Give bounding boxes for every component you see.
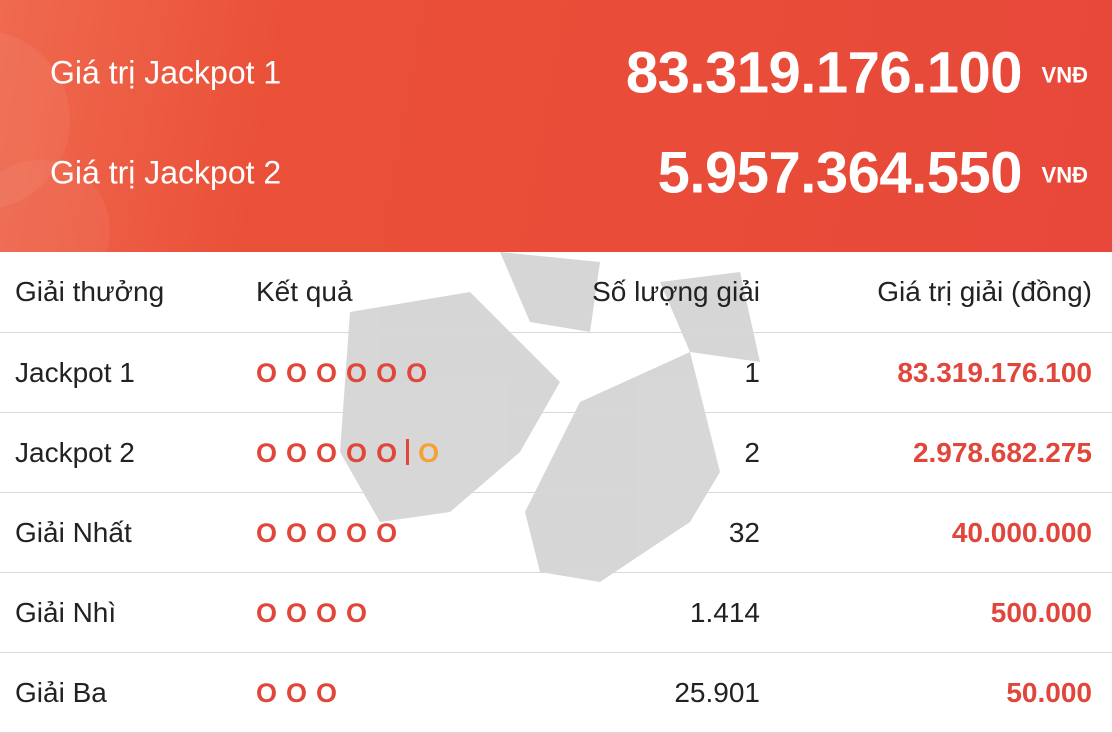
prize-name: Jackpot 2 (15, 436, 135, 468)
result-ball: O (256, 437, 278, 468)
results-table: Giải thưởng Kết quả Số lượng giải Giá trị g… (0, 252, 1112, 733)
result-ball: O (286, 437, 308, 468)
prize-amount: 40.000.000 (951, 516, 1092, 548)
decor-circle (0, 32, 70, 208)
jackpot-value: 5.957.364.550 (657, 140, 1023, 206)
result-ball: O (376, 517, 398, 548)
watermark-shape (500, 252, 600, 332)
column-header: Giải thưởng (15, 276, 165, 307)
prize-amount: 500.000 (990, 596, 1092, 628)
watermark (340, 252, 760, 582)
header-row: Giải thưởng Kết quả Số lượng giải Giá trị g… (0, 252, 1112, 333)
header-decoration (0, 32, 110, 252)
result-ball: O (316, 677, 338, 708)
prize-name: Jackpot 1 (15, 356, 135, 388)
result-ball: O (376, 437, 398, 468)
result-ball: O (256, 597, 278, 628)
jackpot-unit: VNĐ (1041, 162, 1088, 188)
result-ball: O (316, 517, 338, 548)
jackpot-label: Giá trị Jackpot 2 (50, 154, 282, 191)
result-ball: O (346, 357, 368, 388)
result-ball: O (286, 517, 308, 548)
prize-count: 1 (744, 356, 760, 388)
table-row: Giải Nhì O O O O 1.414 500.000 (0, 573, 1112, 653)
table-row: Giải Nhất O O O O O 32 40.000.000 (0, 493, 1112, 573)
watermark-shape (525, 352, 720, 582)
result-ball: O (286, 357, 308, 388)
watermark-shape (660, 272, 760, 362)
table-row: Giải Ba O O O 25.901 50.000 (0, 653, 1112, 733)
prize-amount: 2.978.682.275 (912, 436, 1092, 468)
prize-name: Giải Nhì (15, 596, 117, 628)
prize-count: 1.414 (689, 596, 760, 628)
prize-count: 32 (728, 516, 760, 548)
jackpot-header: Giá trị Jackpot 1 83.319.176.100 VNĐ Giá tr… (0, 0, 1112, 252)
column-header: Số lượng giải (592, 276, 760, 307)
result-ball: O (316, 597, 338, 628)
table-row: Jackpot 1 O O O O O O 1 83.319.176.100 (0, 333, 1112, 413)
prize-count: 25.901 (674, 676, 760, 708)
prize-name: Giải Nhất (15, 516, 132, 548)
prize-name: Giải Ba (15, 676, 107, 708)
result-ball: O (316, 357, 338, 388)
column-header: Kết quả (256, 276, 353, 307)
jackpot-row: Giá trị Jackpot 1 83.319.176.100 VNĐ (0, 28, 1112, 118)
jackpot-unit: VNĐ (1041, 62, 1088, 88)
result-ball: O (256, 517, 278, 548)
result-ball: O (286, 597, 308, 628)
jackpot-label: Giá trị Jackpot 1 (50, 54, 282, 91)
column-header: Giá trị giải (đồng) (877, 276, 1092, 307)
bonus-ball: O (418, 437, 440, 468)
result-ball: O (346, 437, 368, 468)
result-ball: O (406, 357, 428, 388)
jackpot-value: 83.319.176.100 (625, 40, 1023, 106)
result-ball: O (256, 357, 278, 388)
bonus-separator (406, 438, 410, 465)
result-ball: O (376, 357, 398, 388)
table-row: Jackpot 2 O O O O O O 2 2.978.682.275 (0, 413, 1112, 493)
prize-amount: 83.319.176.100 (897, 356, 1092, 388)
prize-amount: 50.000 (1006, 676, 1092, 708)
result-ball: O (256, 677, 278, 708)
prize-count: 2 (744, 436, 760, 468)
result-ball: O (346, 597, 368, 628)
watermark-shape (340, 292, 560, 522)
decor-circle (0, 160, 110, 252)
result-ball: O (286, 677, 308, 708)
result-ball: O (316, 437, 338, 468)
result-ball: O (346, 517, 368, 548)
jackpot-row: Giá trị Jackpot 2 5.957.364.550 VNĐ (0, 128, 1112, 218)
